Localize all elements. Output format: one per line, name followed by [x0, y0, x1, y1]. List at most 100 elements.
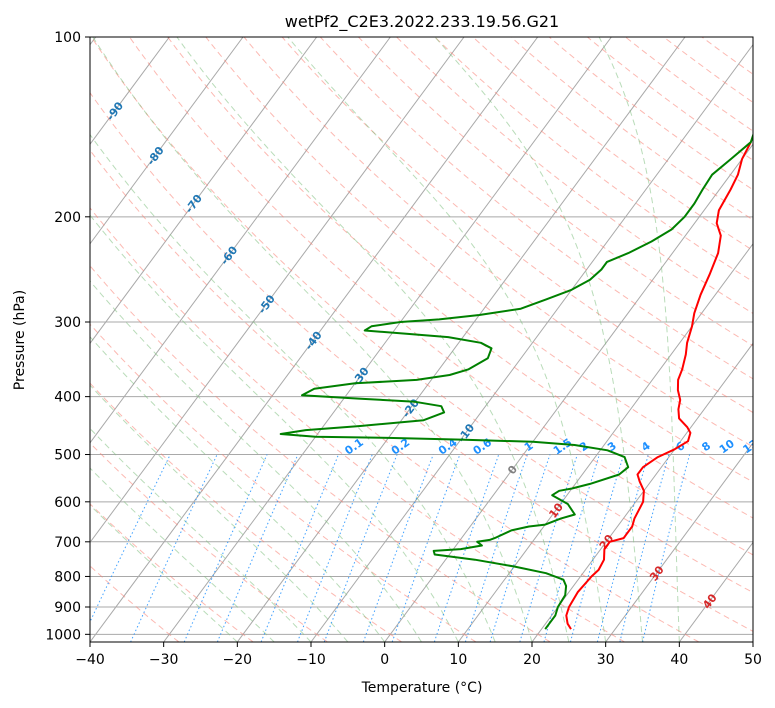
dry-adiabat-line [167, 37, 753, 519]
isotherm-label: -20 [400, 396, 423, 420]
x-tick-label: −20 [223, 652, 253, 668]
mixing-ratio-line [391, 454, 461, 642]
y-tick-label: 500 [54, 448, 81, 464]
dry-adiabat-line [90, 91, 753, 632]
y-tick-label: 400 [54, 390, 81, 406]
mixing-ratio-line [260, 454, 339, 642]
background-lines [90, 37, 753, 642]
moist-adiabat-line [90, 427, 312, 642]
dry-adiabat-line [281, 37, 753, 414]
dry-adiabat-line [701, 37, 753, 75]
chart-title: wetPf2_C2E3.2022.233.19.56.G21 [285, 12, 559, 32]
mixing-ratio-label: 13 [740, 437, 760, 456]
y-tick-label: 600 [54, 495, 81, 511]
dry-adiabat-line [90, 207, 625, 642]
dry-adiabat-line [243, 37, 753, 448]
dry-adiabat-line [548, 37, 753, 191]
dry-adiabat-line [472, 37, 753, 252]
x-tick-label: −30 [149, 652, 179, 668]
y-tick-label: 700 [54, 535, 81, 551]
isotherm-line [752, 641, 753, 642]
isotherm-line [90, 37, 318, 345]
y-tick-label: 100 [54, 30, 81, 46]
mixing-ratio-line [130, 454, 218, 642]
y-tick-label: 1000 [45, 627, 81, 643]
mixing-ratio-line [464, 454, 528, 642]
isotherm-line [678, 541, 753, 642]
isotherm-line [90, 37, 244, 245]
isotherm-line [531, 342, 753, 642]
plot-frame [89, 36, 754, 643]
moist-adiabat-line [176, 37, 570, 642]
mixing-ratio-line [569, 454, 625, 642]
isotherm-label: -90 [104, 99, 127, 123]
moist-adiabat-line [90, 133, 496, 642]
y-tick-label: 300 [54, 315, 81, 331]
mixing-ratio-label: 16 [762, 437, 775, 457]
dry-adiabat-line [90, 503, 254, 642]
x-tick-label: 10 [449, 652, 467, 668]
mixing-ratio-line [519, 454, 578, 642]
y-tick-label: 200 [54, 210, 81, 226]
isotherm-line [384, 143, 753, 642]
isotherm-label: -10 [455, 421, 478, 445]
moist-adiabat-line [287, 37, 607, 642]
dewpoint-line [279, 132, 753, 630]
isotherm-line [605, 442, 753, 642]
isotherm-label: -40 [302, 329, 325, 353]
dry-adiabat-line [205, 37, 753, 483]
isotherm-label: -100 [56, 58, 83, 88]
isotherm-line [310, 43, 753, 642]
x-axis: −40 −30 −20 −10 0 10 20 30 40 50 [75, 642, 762, 668]
isotherm-line [163, 37, 612, 642]
series-layer [279, 132, 753, 630]
dry-adiabat-line [90, 382, 402, 642]
dry-adiabat-line [319, 37, 753, 380]
isotherm-line [90, 37, 170, 146]
mixing-ratio-line [297, 454, 373, 642]
mixing-ratio-line [216, 454, 299, 642]
mixing-ratio-line [183, 454, 268, 642]
isotherm-line [90, 37, 465, 544]
x-tick-label: 0 [380, 652, 389, 668]
dry-adiabat-line [90, 442, 328, 642]
x-tick-label: −10 [296, 652, 326, 668]
x-tick-label: 30 [597, 652, 615, 668]
isotherm-label: 0 [505, 463, 520, 477]
mixing-ratio-label: 10 [717, 437, 737, 457]
mixing-ratio-line [489, 454, 551, 642]
dry-adiabat-line [90, 323, 477, 642]
x-tick-label: 50 [744, 652, 762, 668]
isotherm-label: 40 [700, 591, 720, 611]
isotherm-label: -60 [218, 243, 241, 267]
isotherm-line [90, 37, 539, 642]
moist-adiabat-line [90, 467, 275, 642]
y-tick-label: 900 [54, 600, 81, 616]
isotherm-label: -30 [349, 365, 372, 389]
dry-adiabat-line [663, 37, 753, 104]
dry-adiabat-line [90, 149, 700, 642]
moist-adiabat-line [90, 280, 422, 642]
mixing-ratio-line [90, 454, 171, 623]
y-axis: 100 200 300 400 500 600 700 800 900 1000 [45, 30, 90, 643]
y-axis-label: Pressure (hPa) [12, 290, 28, 390]
moist-adiabat-line [90, 214, 459, 642]
mixing-ratio-line [543, 454, 600, 642]
x-tick-label: −40 [75, 652, 105, 668]
moist-adiabat-line [434, 37, 643, 642]
moist-adiabat-line [90, 336, 386, 642]
x-axis-label: Temperature (°C) [361, 680, 483, 696]
mixing-ratio-line [323, 454, 398, 642]
moist-adiabat-line [598, 37, 680, 642]
isotherm-label: 30 [647, 563, 667, 583]
mixing-ratio-line [433, 454, 500, 642]
dry-adiabat-line [510, 37, 753, 221]
mixing-ratio-line [362, 454, 434, 642]
moist-adiabat-line [90, 384, 349, 642]
dry-adiabat-line [358, 37, 753, 347]
isotherm-label: -80 [144, 144, 167, 168]
x-tick-label: 40 [670, 652, 688, 668]
x-tick-label: 20 [523, 652, 541, 668]
temperature-line [565, 141, 752, 630]
